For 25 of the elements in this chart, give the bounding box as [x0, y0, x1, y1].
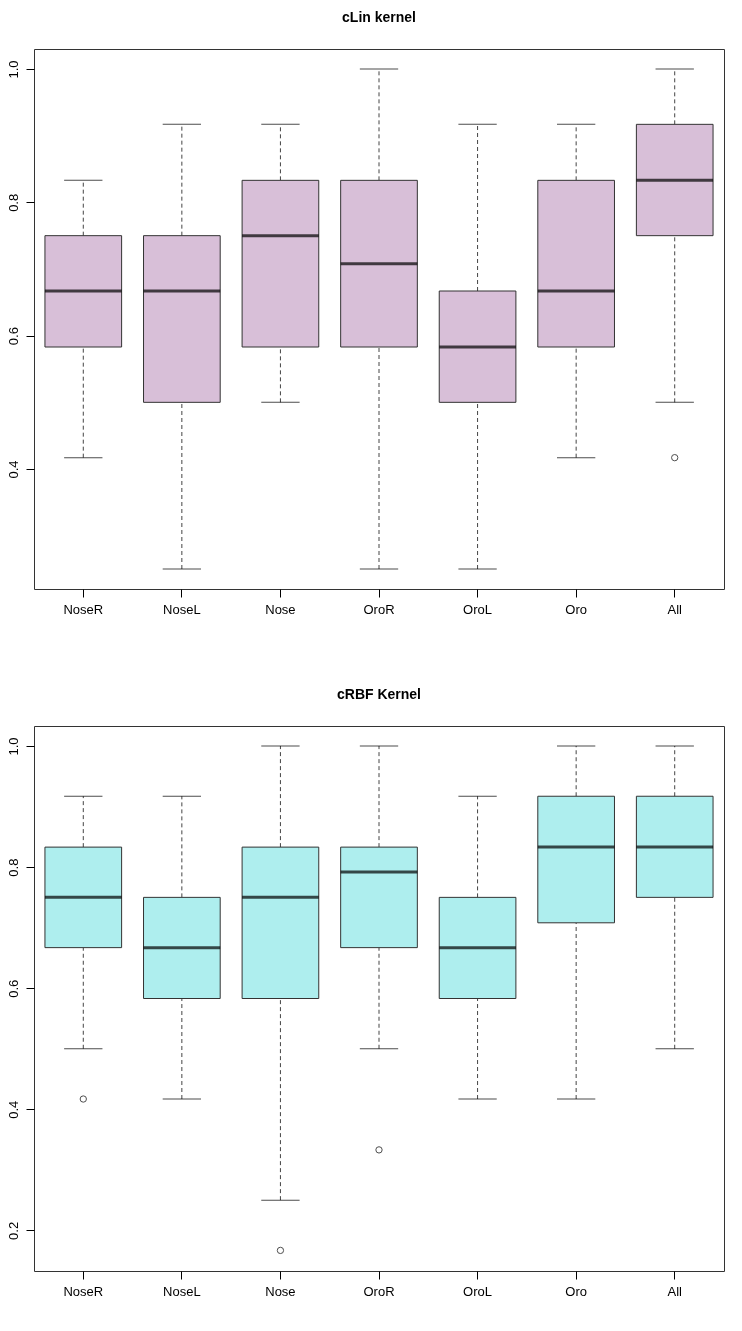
y-tick-label: 0.2 — [5, 1221, 21, 1240]
x-tick-label: All — [667, 1283, 683, 1299]
y-tick-label: 1.0 — [5, 737, 21, 756]
x-tick-label: OroR — [363, 601, 395, 617]
x-tick-label: OroL — [463, 601, 493, 617]
y-tick-label: 0.6 — [5, 327, 21, 346]
x-tick-label: Nose — [265, 1283, 296, 1299]
y-tick-label: 0.4 — [5, 460, 21, 479]
x-tick-label: NoseR — [63, 1283, 104, 1299]
x-tick-label: OroL — [463, 1283, 493, 1299]
x-tick-label: OroR — [363, 1283, 395, 1299]
y-tick-label: 0.4 — [5, 1100, 21, 1119]
y-tick-label: 0.8 — [5, 858, 21, 877]
chart-title: cLin kernel — [342, 9, 416, 25]
y-tick-label: 0.8 — [5, 193, 21, 212]
x-tick-label: All — [667, 601, 683, 617]
x-tick-label: NoseR — [63, 601, 104, 617]
x-tick-label: NoseL — [163, 1283, 201, 1299]
chart-title: cRBF Kernel — [336, 686, 422, 702]
x-tick-label: Nose — [265, 601, 296, 617]
x-tick-label: Oro — [565, 1283, 587, 1299]
y-tick-label: 1.0 — [5, 60, 21, 79]
x-tick-label: Oro — [565, 601, 587, 617]
y-tick-label: 0.6 — [5, 979, 21, 998]
x-tick-label: NoseL — [163, 601, 201, 617]
